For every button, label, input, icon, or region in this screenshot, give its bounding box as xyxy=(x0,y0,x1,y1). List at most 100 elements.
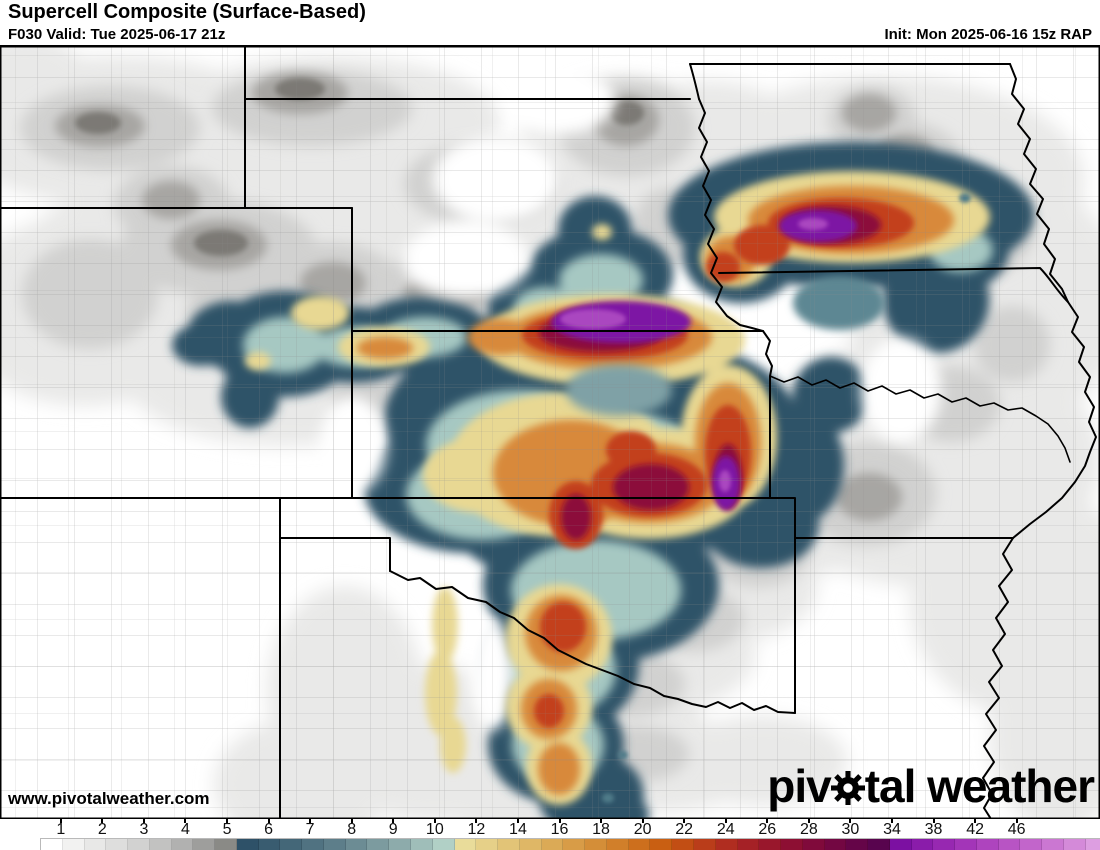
legend-tick-label: 10 xyxy=(425,821,444,838)
colorbar-segment xyxy=(367,839,390,850)
init-time-label: Init: Mon 2025-06-16 15z RAP xyxy=(884,26,1092,43)
legend-tick-mark xyxy=(558,819,561,823)
colorbar-segment xyxy=(846,839,869,850)
colorbar-segment xyxy=(149,839,172,850)
colorbar-segment xyxy=(215,839,237,850)
colorbar-segment xyxy=(432,839,455,850)
colorbar-segment xyxy=(976,839,999,850)
legend-tick-mark xyxy=(350,819,353,823)
colorbar-segment xyxy=(41,839,63,850)
legend-tick-label: 5 xyxy=(222,821,232,838)
legend-tick-label: 14 xyxy=(509,821,527,838)
legend-tick-label: 18 xyxy=(592,821,610,838)
colorbar-segment xyxy=(345,839,368,850)
colorbar-segment xyxy=(171,839,194,850)
gear-icon xyxy=(830,771,865,805)
legend-tick-label: 46 xyxy=(1007,821,1026,838)
colorbar-segment xyxy=(258,839,281,850)
colorbar-segment xyxy=(84,839,107,850)
legend-tick-mark xyxy=(309,819,312,823)
legend-tick-label: 8 xyxy=(347,821,357,838)
legend-tick-label: 22 xyxy=(675,821,694,838)
colorbar-segment xyxy=(519,839,542,850)
legend-tick-label: 42 xyxy=(966,821,984,838)
legend-tick-mark xyxy=(392,819,395,823)
state-borders xyxy=(0,45,1097,820)
legend-tick-mark xyxy=(890,819,893,823)
colorbar-segment xyxy=(280,839,303,850)
colorbar-segment xyxy=(672,839,694,850)
colorbar-segment xyxy=(693,839,716,850)
legend-tick-label: 2 xyxy=(97,821,107,838)
legend-tick-mark xyxy=(433,819,436,823)
colorbar-segment xyxy=(106,839,129,850)
legend-tick-label: 4 xyxy=(181,821,190,838)
colorbar-segment xyxy=(498,839,520,850)
legend-tick-label: 28 xyxy=(799,821,818,838)
legend-tick-mark xyxy=(932,819,935,823)
colorbar-segment xyxy=(737,839,760,850)
legend-tick-mark xyxy=(142,819,145,823)
colorbar-segment xyxy=(1020,839,1043,850)
legend-tick-mark xyxy=(974,819,977,823)
legend-tick-label: 26 xyxy=(758,821,777,838)
legend-tick-mark xyxy=(600,819,603,823)
colorbar-segment xyxy=(389,839,412,850)
colorbar-segment xyxy=(955,839,977,850)
colorbar-segment xyxy=(62,839,85,850)
colorbar-segment xyxy=(715,839,738,850)
color-scale-legend: 1 2 3 4 5 6 7 8 9 10 12 14 16 18 20 22 24 26 28 30 34 38 42 46 xyxy=(0,818,1100,850)
colorbar-segment xyxy=(563,839,586,850)
pivotal-weather-logo: piv tal weather xyxy=(767,760,1095,812)
legend-tick-label: 16 xyxy=(550,821,569,838)
watermark-url: www.pivotalweather.com xyxy=(8,789,210,808)
colorbar-segment xyxy=(759,839,782,850)
colorbar-segment xyxy=(1085,839,1100,850)
missouri-river xyxy=(769,375,1071,463)
colorbar-segment xyxy=(411,839,433,850)
legend-tick-mark xyxy=(101,819,104,823)
legend-tick-label: 9 xyxy=(388,821,398,838)
legend-tick-mark xyxy=(683,819,686,823)
legend-tick-mark xyxy=(766,819,769,823)
colorbar-segment xyxy=(585,839,607,850)
legend-tick-label: 12 xyxy=(467,821,486,838)
colorbar xyxy=(40,838,1100,850)
legend-tick-mark xyxy=(475,819,478,823)
colorbar-segment xyxy=(302,839,324,850)
colorbar-segment xyxy=(454,839,477,850)
colorbar-segment xyxy=(868,839,890,850)
colorbar-segment xyxy=(128,839,150,850)
colorbar-segment xyxy=(889,839,912,850)
colorbar-segment xyxy=(1063,839,1086,850)
legend-tick-mark xyxy=(641,819,644,823)
legend-tick-mark xyxy=(516,819,519,823)
legend-tick-label: 24 xyxy=(716,821,735,838)
legend-tick-label: 20 xyxy=(633,821,652,838)
legend-tick-mark xyxy=(184,819,187,823)
colorbar-segment xyxy=(323,839,346,850)
logo-text-pre: piv xyxy=(767,760,831,812)
legend-tick-mark xyxy=(1015,819,1018,823)
colorbar-segment xyxy=(236,839,259,850)
legend-tick-label: 6 xyxy=(264,821,274,838)
legend-tick-mark xyxy=(849,819,852,823)
page-title: Supercell Composite (Surface-Based) xyxy=(8,1,366,23)
colorbar-segment xyxy=(802,839,825,850)
colorbar-segment xyxy=(824,839,847,850)
legend-tick-mark xyxy=(807,819,810,823)
legend-tick-label: 38 xyxy=(924,821,943,838)
legend-tick-mark xyxy=(59,819,62,823)
legend-tick-label: 30 xyxy=(841,821,860,838)
legend-tick-label: 34 xyxy=(883,821,901,838)
colorbar-segment xyxy=(998,839,1021,850)
colorbar-segment xyxy=(476,839,499,850)
colorbar-segment xyxy=(193,839,216,850)
colorbar-segment xyxy=(1042,839,1064,850)
colorbar-segment xyxy=(541,839,564,850)
colorbar-segment xyxy=(933,839,956,850)
county-grid xyxy=(0,46,1100,819)
colorbar-segment xyxy=(650,839,673,850)
valid-time-label: F030 Valid: Tue 2025-06-17 21z xyxy=(8,26,226,43)
weather-map xyxy=(0,36,1100,849)
